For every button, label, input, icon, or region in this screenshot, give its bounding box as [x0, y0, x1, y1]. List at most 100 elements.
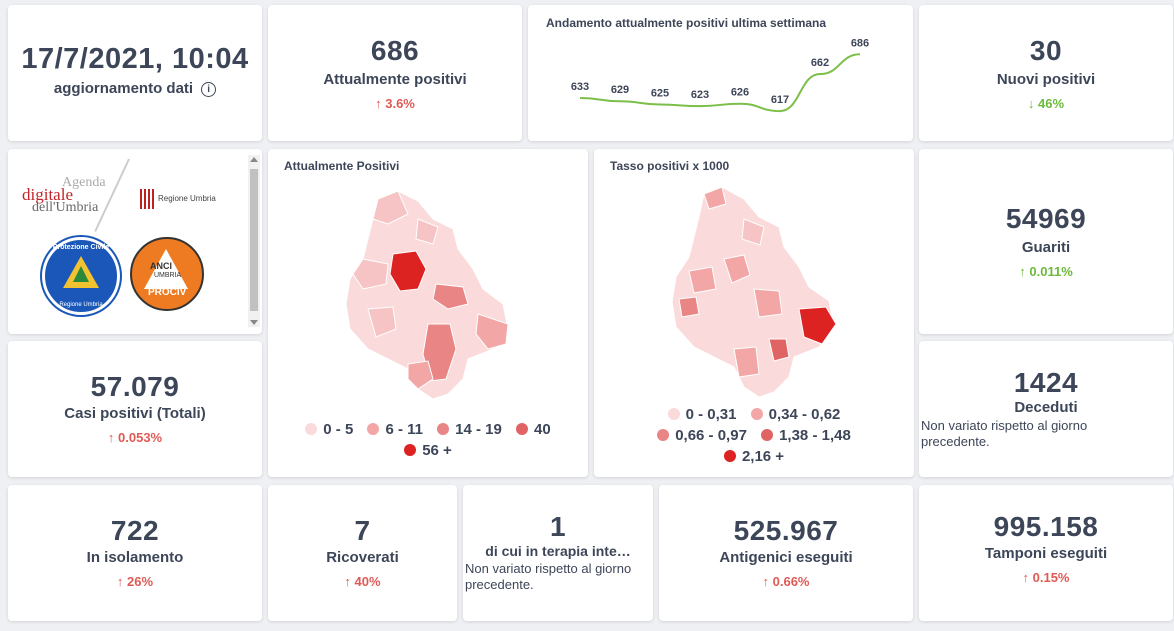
legend-dot [516, 423, 529, 435]
map2-legend-item[interactable]: 0,34 - 0,62 [750, 404, 840, 425]
nuovi-value: 30 [1029, 35, 1063, 66]
map1-legend-item[interactable]: 6 - 11 [367, 419, 423, 440]
antigenici-change-value: 0.66% [772, 574, 810, 589]
terapia-note: Non variato rispetto al giorno precedent… [465, 561, 632, 592]
scrollbar-thumb[interactable] [250, 169, 258, 311]
isolamento-value: 722 [110, 515, 160, 546]
map1-card: Attualmente Positivi 0 - 5 6 - 11 14 - 1… [268, 149, 588, 477]
trend-line-chart: 633 629 625 623 626 617 662 686 [571, 37, 869, 113]
terapia-label: di cui in terapia inte… [485, 543, 631, 559]
arrow-up-icon: ↑ [1022, 570, 1030, 585]
map2-legend-item[interactable]: 0,66 - 0,97 [657, 425, 747, 446]
tamponi-change: ↑ 0.15% [919, 570, 1173, 585]
agenda-line1: Agenda [62, 175, 106, 190]
protezione-tree [73, 266, 89, 282]
legend-label: 1,38 - 1,48 [779, 427, 851, 444]
legend-label: 6 - 11 [385, 421, 423, 438]
legend-dot [657, 429, 670, 441]
arrow-up-icon: ↑ [116, 574, 124, 589]
map2-title: Tasso positivi x 1000 [610, 159, 730, 173]
nuovi-card: 30 Nuovi positivi ↓ 46% [919, 5, 1173, 141]
anci-triangle [144, 249, 188, 289]
arrow-up-icon: ↑ [1019, 264, 1026, 279]
scroll-up-arrow-icon[interactable] [250, 157, 258, 162]
update-label: aggiornamento dati [53, 80, 194, 97]
agenda-digitale-logo: Agenda digitale dell'Umbria [22, 175, 122, 225]
protezione-text: Protezione Civile [52, 244, 110, 251]
totali-change: ↑ 0.053% [8, 430, 262, 445]
trend-data-label: 662 [811, 57, 829, 69]
legend-dot [750, 408, 763, 420]
anci-line1: ANCI [150, 261, 172, 271]
arrow-up-icon: ↑ [375, 96, 382, 111]
ricoverati-label: Ricoverati [326, 549, 399, 566]
nuovi-label: Nuovi positivi [996, 71, 1096, 88]
attuali-label: Attualmente positivi [323, 71, 467, 88]
attuali-value: 686 [370, 35, 420, 66]
legend-label: 0 - 5 [323, 421, 354, 438]
map1-legend-item[interactable]: 40 [516, 419, 551, 440]
tamponi-value: 995.158 [993, 511, 1099, 542]
terapia-value: 1 [549, 511, 567, 542]
nuovi-change-value: 46% [1038, 96, 1065, 111]
ricoverati-card: 7 Ricoverati ↑ 40% [268, 485, 457, 621]
deceduti-note: Non variato rispetto al giorno precedent… [921, 418, 1088, 449]
trend-data-label: 626 [731, 87, 749, 99]
legend-dot [437, 423, 450, 435]
tamponi-label: Tamponi eseguiti [984, 545, 1108, 562]
ricoverati-value: 7 [354, 515, 371, 546]
regione-logo: Regione Umbria [140, 189, 216, 209]
scroll-down-arrow-icon[interactable] [250, 320, 258, 325]
guariti-change-value: 0.011% [1029, 264, 1073, 279]
logos-scrollbar[interactable] [248, 155, 260, 327]
trend-data-label: 633 [571, 81, 589, 93]
map2-legend-item[interactable]: 1,38 - 1,48 [761, 425, 851, 446]
isolamento-change-value: 26% [127, 574, 154, 589]
antigenici-change: ↑ 0.66% [659, 574, 913, 589]
logos-card: Agenda digitale dell'Umbria Regione Umbr… [8, 149, 262, 334]
legend-dot [723, 450, 736, 462]
guariti-card: 54969 Guariti ↑ 0.011% [919, 149, 1173, 334]
update-datetime: 17/7/2021, 10:04 [21, 43, 249, 75]
legend-label: 40 [534, 421, 551, 438]
legend-label: 56 + [422, 442, 452, 459]
deceduti-value: 1424 [1013, 367, 1079, 398]
nuovi-change: ↓ 46% [919, 96, 1173, 111]
totali-label: Casi positivi (Totali) [64, 405, 206, 422]
map1-legend-item[interactable]: 56 + [404, 440, 452, 461]
legend-dot [305, 423, 318, 435]
trend-data-label: 623 [691, 89, 709, 101]
deceduti-label: Deceduti [1014, 399, 1078, 416]
legend-dot [761, 429, 774, 441]
trend-data-label: 625 [651, 88, 669, 100]
trend-series-line [579, 53, 861, 113]
map2-legend-item[interactable]: 0 - 0,31 [667, 404, 737, 425]
map1-legend-item[interactable]: 14 - 19 [437, 419, 502, 440]
attuali-change-value: 3.6% [385, 96, 415, 111]
agenda-line2: digitale [22, 185, 73, 204]
legend-label: 0 - 0,31 [685, 406, 737, 423]
protezione-civile-logo: Protezione Civile Regione Umbria [42, 237, 120, 315]
trend-card: Andamento attualmente positivi ultima se… [528, 5, 913, 141]
anci-line3: PROCIV [148, 287, 187, 298]
guariti-label: Guariti [1021, 239, 1071, 256]
trend-data-label: 686 [851, 37, 869, 49]
umbria-map-tasso[interactable] [594, 179, 914, 429]
guariti-change: ↑ 0.011% [919, 264, 1173, 279]
info-icon[interactable]: i [201, 82, 217, 97]
regione-text: Regione Umbria [158, 194, 216, 204]
arrow-up-icon: ↑ [107, 430, 115, 445]
arrow-up-icon: ↑ [762, 574, 770, 589]
isolamento-label: In isolamento [86, 549, 184, 566]
terapia-card: 1 di cui in terapia inte… Non variato ri… [463, 485, 653, 621]
map1-legend-item[interactable]: 0 - 5 [305, 419, 353, 440]
ricoverati-change-value: 40% [354, 574, 381, 589]
protezione-sub: Regione Umbria [59, 302, 103, 308]
totali-card: 57.079 Casi positivi (Totali) ↑ 0.053% [8, 341, 262, 477]
legend-dot [404, 444, 417, 456]
map2-legend-item[interactable]: 2,16 + [723, 446, 784, 467]
antigenici-value: 525.967 [733, 515, 839, 546]
umbria-map-positivi[interactable] [268, 179, 588, 429]
agenda-line3: dell'Umbria [32, 200, 99, 215]
deceduti-card: 1424 Deceduti Non variato rispetto al gi… [919, 341, 1173, 477]
